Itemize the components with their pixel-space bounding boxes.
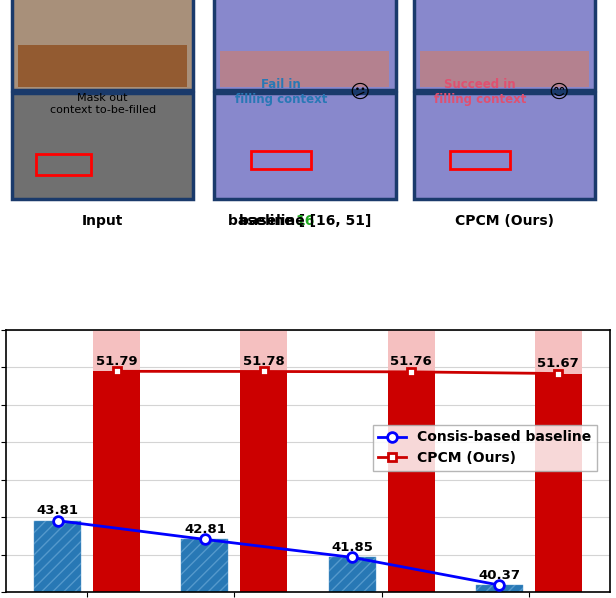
Bar [387,330,435,592]
Bar [251,151,311,169]
Text: Standard Eval.: Standard Eval. [0,0,3,89]
Text: baseline [: baseline [ [228,214,305,228]
Bar [93,330,140,592]
Bar [240,330,288,592]
Text: baseline [16, 51]: baseline [16, 51] [239,214,371,228]
Bar [214,0,395,90]
Text: 😕: 😕 [349,83,370,102]
Bar [535,330,582,592]
Bar [414,93,595,199]
Text: Masked Eval.: Masked Eval. [0,100,3,192]
Text: 51.67: 51.67 [537,357,579,370]
Bar [214,93,395,199]
Text: Succeed in
filling context: Succeed in filling context [434,78,526,106]
Text: 42.81: 42.81 [184,523,226,536]
Bar [12,93,193,199]
Text: 51.79: 51.79 [95,355,137,368]
Legend: Consis-based baseline, CPCM (Ours): Consis-based baseline, CPCM (Ours) [373,425,597,471]
Text: CPCM (Ours): CPCM (Ours) [455,214,554,228]
Bar [221,51,389,87]
Bar [535,374,582,592]
Text: 51.78: 51.78 [243,355,285,368]
Text: 16: 16 [295,214,315,228]
Text: Mask out
context to-be-filled: Mask out context to-be-filled [50,93,156,115]
Bar [36,154,91,175]
Bar [12,0,193,90]
Bar [34,521,81,592]
Text: 43.81: 43.81 [37,504,79,517]
Bar [18,45,187,87]
Bar [419,51,589,87]
Bar [476,585,523,592]
Text: Input: Input [82,214,123,228]
Bar [450,151,510,169]
Text: 😊: 😊 [548,83,569,102]
Bar [93,371,140,592]
Bar [328,557,376,592]
Bar [240,371,288,592]
Text: Fail in
filling context: Fail in filling context [235,78,327,106]
Bar [387,372,435,592]
Text: 41.85: 41.85 [331,541,373,554]
Bar [414,0,595,90]
Text: 51.76: 51.76 [390,355,432,368]
Text: 40.37: 40.37 [479,569,521,582]
Bar [181,539,229,592]
